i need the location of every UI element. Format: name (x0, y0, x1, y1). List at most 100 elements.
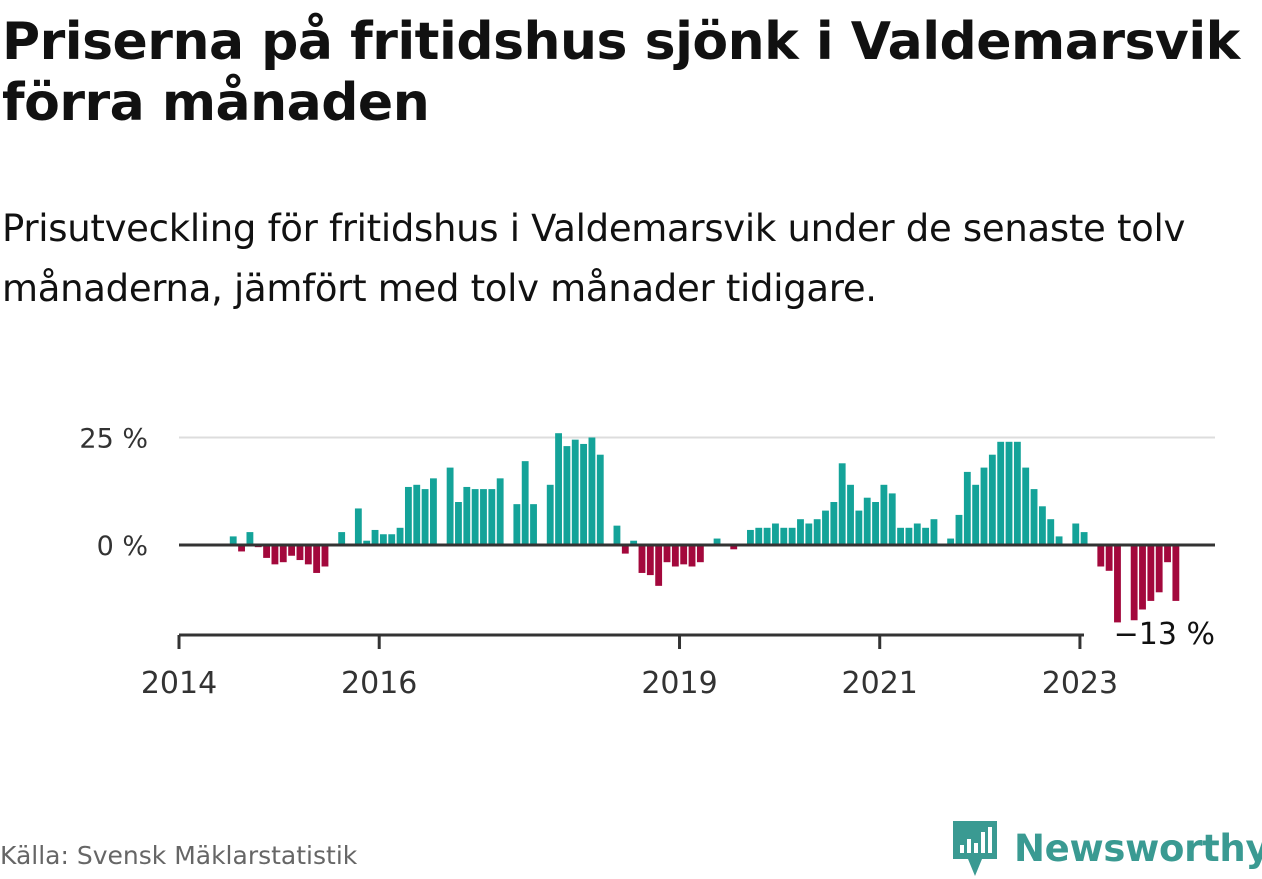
bar (613, 525, 621, 545)
bar (388, 534, 396, 545)
bar (296, 545, 304, 561)
bar (813, 519, 821, 545)
brand-logo: Newsworthy (950, 818, 1262, 878)
bar (1022, 467, 1030, 545)
bar (363, 540, 371, 545)
bar (371, 529, 379, 545)
bar (288, 545, 296, 556)
bar (246, 532, 254, 545)
bar (772, 523, 779, 545)
bar (463, 486, 471, 545)
x-tick-label: 2019 (641, 666, 717, 700)
axis-layer (177, 543, 1215, 649)
bar (797, 519, 804, 545)
bar (963, 471, 971, 545)
bar (805, 523, 813, 545)
bar (430, 478, 437, 545)
bar (229, 536, 237, 545)
y-tick-label: 25 % (79, 424, 148, 455)
source-note: Källa: Svensk Mäklarstatistik (0, 841, 358, 870)
bar (571, 439, 579, 545)
bar (630, 540, 638, 545)
bar (1030, 489, 1038, 545)
y-tick-label: 0 % (97, 531, 148, 562)
bar (913, 523, 921, 545)
last-value-label: −13 % (1114, 617, 1215, 652)
bar (588, 437, 596, 545)
bar (863, 497, 871, 545)
bar (1147, 545, 1155, 601)
bar (688, 545, 696, 567)
bar (271, 545, 279, 565)
x-tick-label: 2021 (842, 666, 918, 700)
bar (313, 545, 321, 573)
bar (847, 484, 854, 545)
bar (596, 454, 604, 545)
bar (671, 545, 679, 567)
bar (321, 545, 329, 567)
bar (1055, 536, 1063, 545)
bar (621, 545, 629, 554)
bar (955, 514, 963, 545)
bar-chart: 0 % 25 % 2014 2016 2019 2021 2023 −13 % (79, 424, 1218, 701)
bar (988, 454, 996, 545)
bar (446, 467, 454, 545)
bar (763, 527, 771, 545)
bar (972, 484, 980, 545)
chart-subtitle: Prisutveckling för fritidshus i Valdemar… (2, 207, 1186, 310)
bar (1130, 545, 1138, 621)
bar (1047, 519, 1055, 545)
bar (1155, 545, 1163, 593)
x-tick-label: 2014 (141, 666, 217, 700)
bar (947, 538, 955, 545)
bar (396, 527, 404, 545)
bar (496, 478, 504, 545)
bar (747, 529, 754, 545)
bar (930, 519, 938, 545)
x-tick-label: 2023 (1042, 666, 1118, 700)
bar (1072, 523, 1080, 545)
bar (646, 545, 654, 576)
bar (638, 545, 646, 573)
bar (455, 502, 462, 545)
bar (304, 545, 312, 565)
bars-layer (229, 433, 1180, 623)
bar (788, 527, 796, 545)
bar (780, 527, 788, 545)
bar (1139, 545, 1146, 610)
bar (413, 484, 421, 545)
bar (830, 502, 838, 545)
bar (379, 534, 387, 545)
bar (338, 532, 346, 545)
bar (1097, 545, 1105, 567)
bar (997, 441, 1005, 545)
bar (263, 545, 271, 558)
bar (980, 467, 988, 545)
bar (1080, 532, 1088, 545)
bar (488, 489, 496, 545)
bar (530, 504, 537, 545)
newsworthy-logo-icon (953, 821, 997, 876)
bar (1013, 441, 1021, 545)
bar (1164, 545, 1171, 563)
bar (922, 527, 930, 545)
bar (480, 489, 487, 545)
brand-name: Newsworthy (1014, 826, 1262, 870)
bar (279, 545, 287, 563)
bar (905, 527, 913, 545)
bar (838, 463, 846, 545)
bar (855, 510, 863, 545)
x-tick-label: 2016 (341, 666, 417, 700)
bar (897, 527, 904, 545)
bar (888, 493, 896, 545)
bar (555, 433, 562, 545)
bar (872, 502, 879, 545)
bar (521, 461, 529, 545)
bar (755, 527, 763, 545)
bar (238, 545, 245, 552)
bar (822, 510, 829, 545)
bar (1105, 545, 1113, 571)
bar (563, 446, 571, 545)
bar (421, 489, 429, 545)
bar (354, 508, 362, 545)
